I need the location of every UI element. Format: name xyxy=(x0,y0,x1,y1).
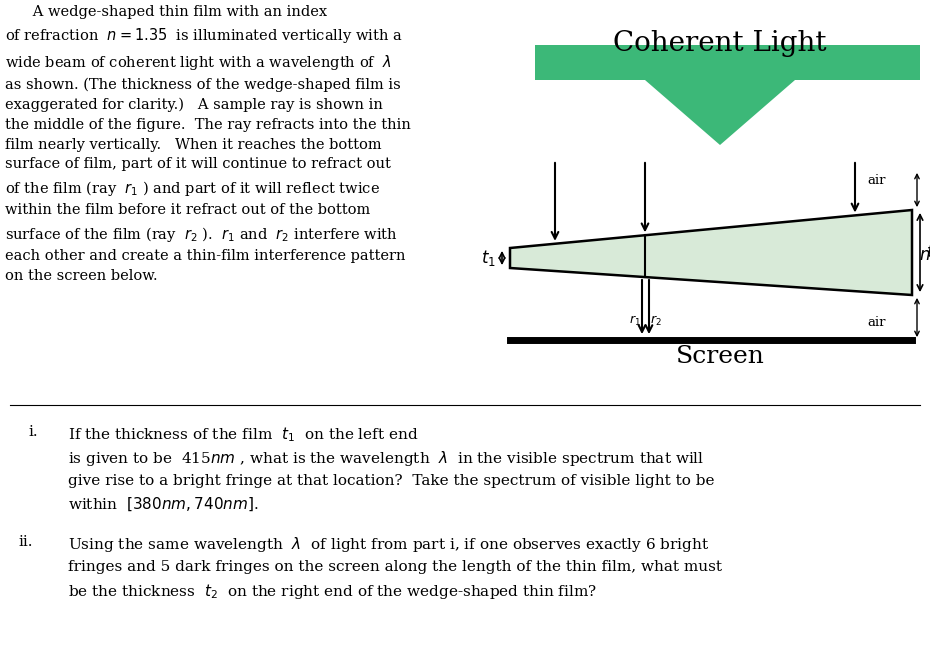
Text: A wedge-shaped thin film with an index
of refraction  $n=1.35$  is illuminated v: A wedge-shaped thin film with an index o… xyxy=(5,5,411,283)
Text: $r_1$: $r_1$ xyxy=(629,314,641,328)
Text: air: air xyxy=(868,174,886,186)
Polygon shape xyxy=(510,210,912,295)
Text: $r_2$: $r_2$ xyxy=(650,314,662,328)
Text: Using the same wavelength  $\lambda$  of light from part i, if one observes exac: Using the same wavelength $\lambda$ of l… xyxy=(68,535,722,601)
Text: $t_1$: $t_1$ xyxy=(481,248,496,268)
Text: is given to be  415$nm$ , what is the wavelength  $\lambda$  in the visible spec: is given to be 415$nm$ , what is the wav… xyxy=(68,449,714,513)
Text: i.: i. xyxy=(28,425,37,439)
Text: $n$: $n$ xyxy=(919,247,930,264)
Text: air: air xyxy=(868,316,886,329)
Text: If the thickness of the film  $t_1$  on the left end: If the thickness of the film $t_1$ on th… xyxy=(68,425,418,443)
Text: Screen: Screen xyxy=(675,345,764,368)
Text: $t_2$: $t_2$ xyxy=(926,243,930,263)
Text: ii.: ii. xyxy=(18,535,33,549)
Polygon shape xyxy=(535,45,920,145)
Text: Coherent Light: Coherent Light xyxy=(613,30,827,57)
